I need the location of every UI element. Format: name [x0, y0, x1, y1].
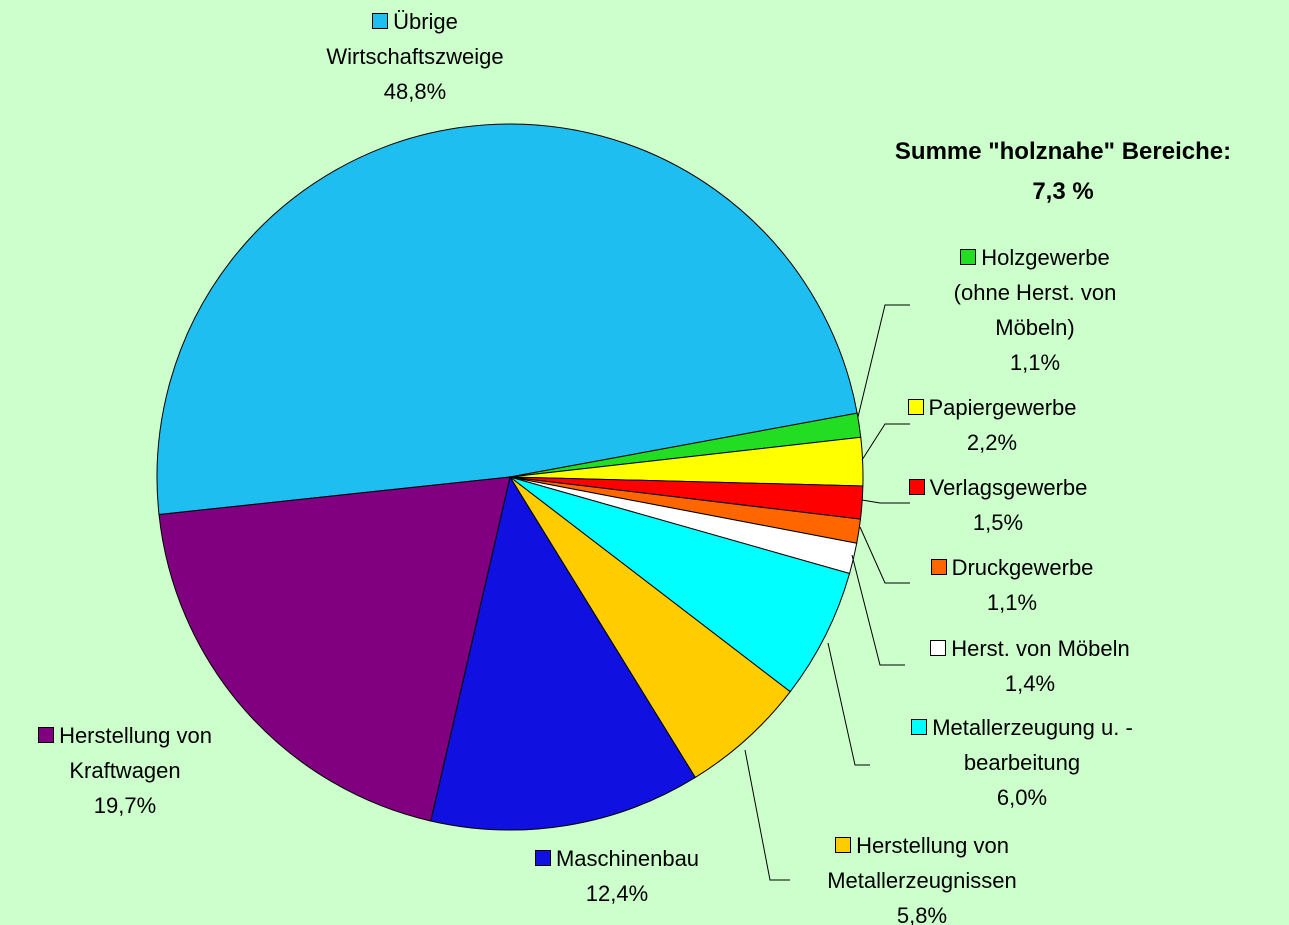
legend-swatch — [930, 559, 947, 575]
value-label: 5,8% — [896, 903, 948, 925]
slices — [156, 123, 864, 831]
value-label: 19,7% — [93, 793, 157, 818]
value-label: 1,1% — [1009, 350, 1061, 375]
data-label: Verlagsgewerbe 1,5% — [878, 470, 1118, 540]
data-label: Metallerzeugung u. - bearbeitung 6,0% — [897, 710, 1147, 815]
leader-line — [859, 526, 910, 584]
legend-swatch — [835, 837, 852, 853]
legend-swatch — [930, 640, 947, 656]
value-label: 48,8% — [383, 79, 447, 104]
data-label: Herstellung von Metallerzeugnissen 5,8% — [812, 828, 1032, 925]
data-label: Druckgewerbe 1,1% — [892, 550, 1132, 620]
category-label: Papiergewerbe — [928, 395, 1077, 420]
value-label: 6,0% — [996, 785, 1048, 810]
legend-swatch — [908, 479, 925, 495]
value-label: 12,4% — [585, 881, 649, 906]
leader-line — [851, 554, 905, 666]
legend-swatch — [534, 850, 551, 866]
value-label: 1,5% — [972, 510, 1024, 535]
value-label: 1,1% — [986, 590, 1038, 615]
leader-line — [744, 749, 790, 881]
category-label: Druckgewerbe — [951, 555, 1094, 580]
pie-slice — [509, 476, 851, 693]
category-label: Holzgewerbe (ohne Herst. von Möbeln) — [953, 245, 1117, 340]
category-label: Maschinenbau — [555, 846, 700, 871]
category-label: Herst. von Möbeln — [951, 636, 1130, 661]
leader-line — [861, 423, 910, 461]
pie-slice — [430, 475, 696, 831]
data-label: Papiergewerbe 2,2% — [872, 390, 1112, 460]
value-label: 2,2% — [966, 430, 1018, 455]
pie-slice — [156, 123, 858, 516]
legend-swatch — [38, 727, 55, 743]
leader-line — [861, 499, 910, 504]
leader-line — [857, 304, 910, 418]
data-label: Übrige Wirtschaftszweige 48,8% — [295, 4, 535, 109]
leader-line — [827, 642, 870, 766]
category-label: Herstellung von Kraftwagen — [59, 723, 212, 783]
pie-slice — [509, 476, 791, 779]
category-label: Metallerzeugung u. - bearbeitung — [932, 715, 1133, 775]
category-label: Übrige Wirtschaftszweige — [326, 9, 504, 69]
legend-swatch — [911, 719, 928, 735]
data-label: Holzgewerbe (ohne Herst. von Möbeln) 1,1% — [935, 240, 1135, 380]
legend-swatch — [372, 13, 389, 29]
legend-swatch — [907, 399, 924, 415]
category-label: Herstellung von Metallerzeugnissen — [827, 833, 1017, 893]
value-label: 1,4% — [1004, 671, 1056, 696]
data-label: Herst. von Möbeln 1,4% — [900, 631, 1160, 701]
annotation: 7,3 % — [1032, 178, 1094, 205]
pie-slice — [158, 476, 511, 822]
category-label: Verlagsgewerbe — [929, 475, 1088, 500]
leader-lines — [744, 304, 910, 881]
data-label: Herstellung von Kraftwagen 19,7% — [15, 718, 235, 823]
legend-swatch — [960, 249, 977, 265]
annotation: Summe "holznahe" Bereiche: — [894, 138, 1232, 165]
data-label: Maschinenbau 12,4% — [507, 841, 727, 911]
